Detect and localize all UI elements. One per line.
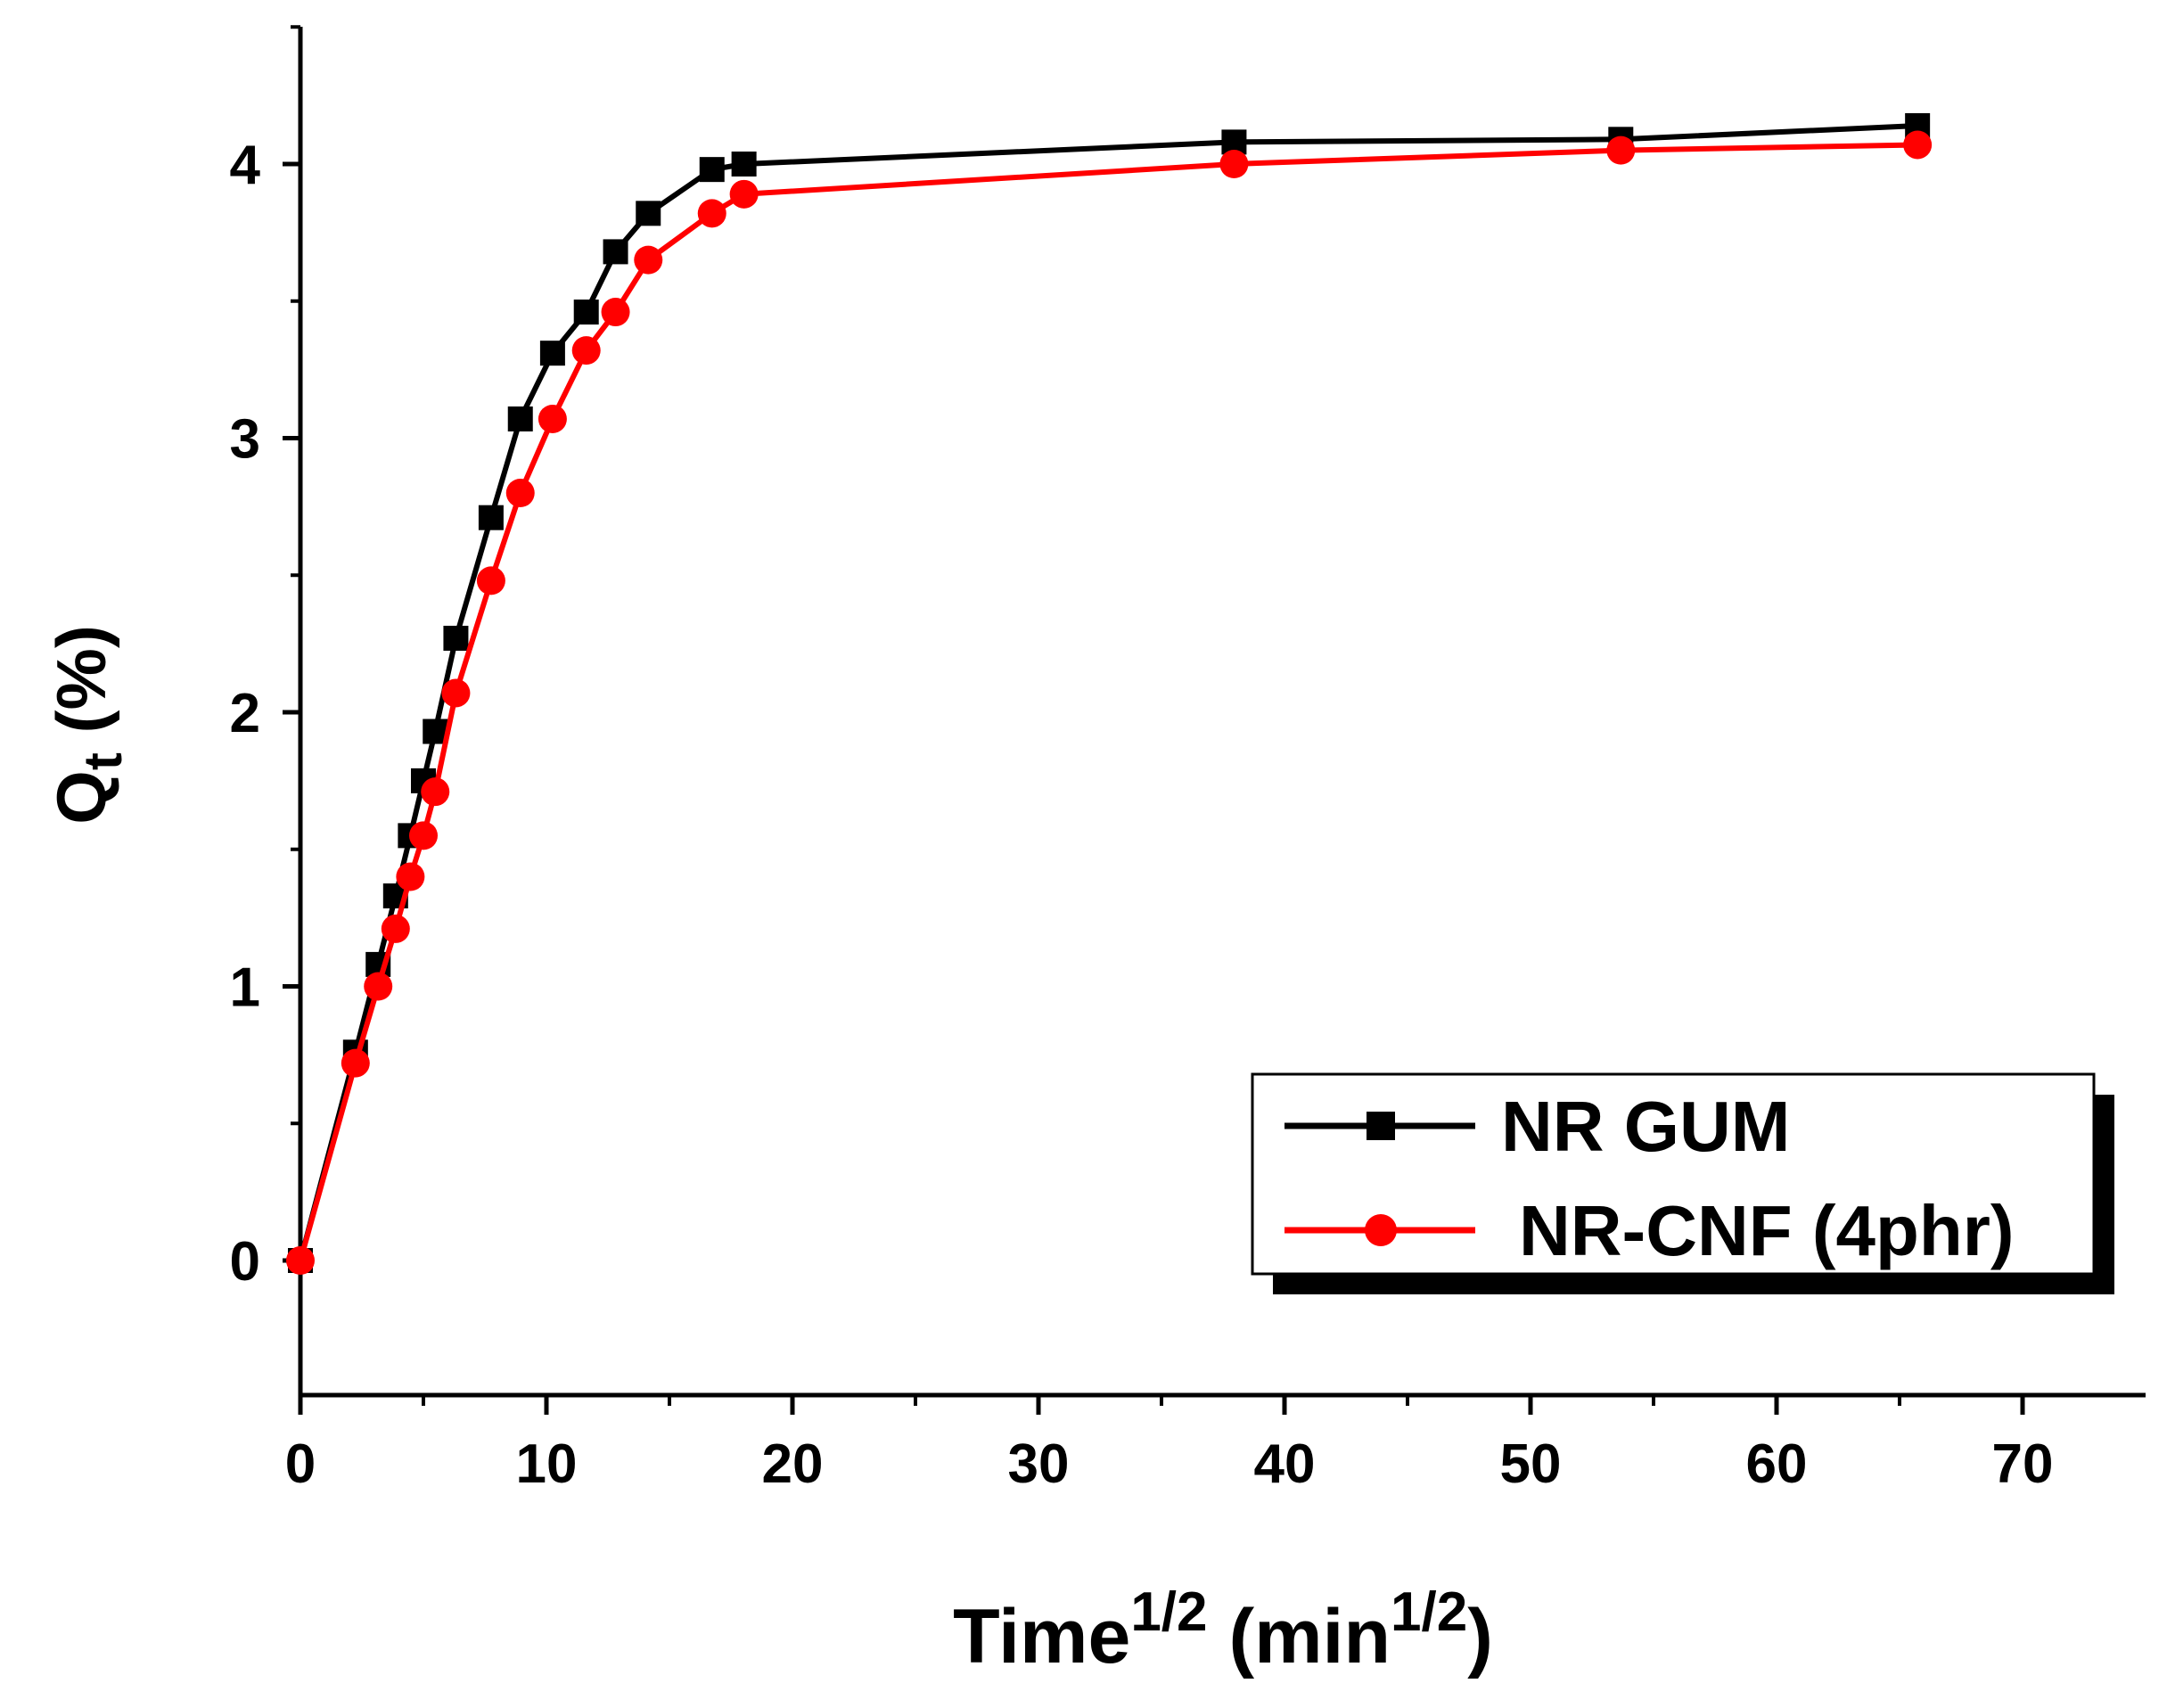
data-point bbox=[573, 300, 599, 325]
y-tick-label: 3 bbox=[230, 409, 260, 471]
legend-label: NR GUM bbox=[1501, 1087, 1790, 1166]
x-axis-title: Time1/2 (min1/2) bbox=[953, 1581, 1493, 1679]
data-point bbox=[1903, 130, 1933, 160]
data-point bbox=[1606, 135, 1636, 165]
x-tick-label: 10 bbox=[516, 1433, 578, 1495]
data-point bbox=[409, 821, 438, 850]
data-point bbox=[697, 199, 726, 228]
x-tick-label: 30 bbox=[1008, 1433, 1070, 1495]
y-axis-title-sub: t bbox=[73, 752, 133, 770]
data-point bbox=[699, 157, 725, 183]
x-tick-label: 50 bbox=[1500, 1433, 1562, 1495]
data-point bbox=[505, 479, 535, 507]
legend-marker bbox=[1367, 1112, 1395, 1140]
legend-label: NR-CNF (4phr) bbox=[1519, 1191, 2014, 1270]
data-point bbox=[441, 678, 471, 708]
y-tick-label: 1 bbox=[230, 957, 260, 1019]
x-tick-label: 40 bbox=[1254, 1433, 1316, 1495]
data-point bbox=[601, 298, 630, 327]
legend-marker bbox=[1365, 1214, 1397, 1246]
data-point bbox=[421, 777, 450, 807]
series-2 bbox=[286, 130, 1933, 1275]
data-point bbox=[539, 341, 565, 366]
data-point bbox=[603, 239, 628, 265]
legend-entry: NR-CNF (4phr) bbox=[1284, 1191, 2014, 1270]
y-tick-label: 4 bbox=[230, 135, 261, 196]
x-tick-label: 0 bbox=[285, 1433, 316, 1495]
data-point bbox=[634, 245, 663, 275]
data-point bbox=[538, 404, 567, 433]
x-axis-title-base: Time bbox=[953, 1594, 1130, 1679]
x-tick-label: 70 bbox=[1992, 1433, 2054, 1495]
y-ticks: 0 1 2 3 4 bbox=[230, 25, 300, 1293]
x-axis-title-base-sup: 1/2 bbox=[1130, 1581, 1207, 1643]
x-axis-title-unit-suffix: ) bbox=[1467, 1594, 1493, 1679]
data-point bbox=[381, 914, 410, 943]
y-tick-label: 0 bbox=[230, 1231, 260, 1293]
data-point bbox=[341, 1048, 370, 1078]
series-layer bbox=[286, 112, 1933, 1275]
legend-entries: NR GUM NR-CNF (4phr) bbox=[1284, 1087, 2014, 1270]
x-tick-label: 60 bbox=[1746, 1433, 1808, 1495]
x-ticks: 0 10 20 30 40 50 60 70 bbox=[285, 1395, 2054, 1495]
y-tick-label: 2 bbox=[230, 683, 260, 744]
data-point bbox=[636, 201, 661, 226]
data-point bbox=[478, 505, 504, 530]
data-point bbox=[286, 1246, 315, 1275]
data-point bbox=[1219, 150, 1249, 178]
y-axis-title-unit: (%) bbox=[42, 625, 120, 733]
data-point bbox=[364, 972, 393, 1001]
data-point bbox=[731, 152, 757, 177]
data-point bbox=[396, 862, 425, 891]
y-axis-title-base: Q bbox=[42, 770, 120, 825]
data-point bbox=[476, 566, 505, 595]
data-point bbox=[729, 179, 759, 209]
x-axis-title-unit-sup: 1/2 bbox=[1391, 1581, 1467, 1643]
legend: NR GUM NR-CNF (4phr) bbox=[1251, 1072, 2114, 1294]
y-axis-title: Qt (%) bbox=[42, 625, 133, 825]
data-point bbox=[571, 336, 601, 365]
data-point bbox=[443, 625, 469, 651]
x-axis-title-unit-prefix: (min bbox=[1228, 1594, 1391, 1679]
data-point bbox=[507, 406, 533, 431]
x-tick-label: 20 bbox=[762, 1433, 824, 1495]
legend-entry: NR GUM bbox=[1284, 1087, 1790, 1166]
